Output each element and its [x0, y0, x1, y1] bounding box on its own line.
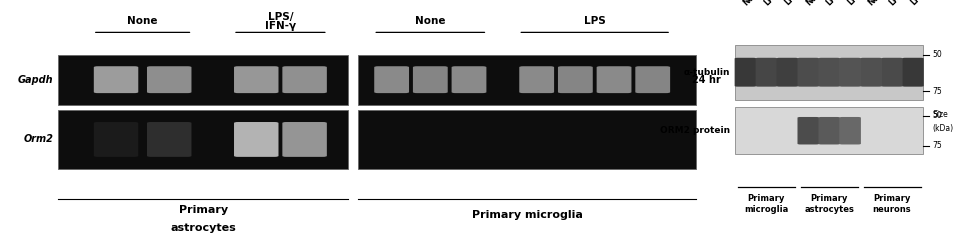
Text: Primary
neurons: Primary neurons [873, 194, 911, 214]
Text: None: None [741, 0, 763, 7]
Text: astrocytes: astrocytes [170, 223, 236, 233]
FancyBboxPatch shape [452, 66, 486, 93]
FancyBboxPatch shape [777, 58, 798, 87]
Text: 50: 50 [932, 50, 942, 59]
Bar [58, 55, 348, 105]
Bar [735, 107, 923, 154]
Text: 50: 50 [932, 111, 942, 120]
FancyBboxPatch shape [558, 66, 593, 93]
Text: LPS+IFN-γ: LPS+IFN-γ [846, 0, 884, 7]
Text: IFN-γ: IFN-γ [265, 21, 296, 31]
Text: Orm2: Orm2 [23, 134, 53, 144]
FancyBboxPatch shape [94, 122, 138, 157]
Text: None: None [804, 0, 826, 7]
Text: LPS: LPS [888, 0, 905, 7]
Bar [735, 45, 923, 100]
Text: 75: 75 [932, 87, 942, 96]
Bar [58, 110, 348, 169]
Text: Primary: Primary [179, 205, 227, 215]
FancyBboxPatch shape [818, 58, 840, 87]
FancyBboxPatch shape [798, 117, 819, 144]
FancyBboxPatch shape [798, 58, 819, 87]
Text: LPS/: LPS/ [268, 12, 293, 22]
Text: None: None [128, 16, 158, 26]
Text: 75: 75 [932, 141, 942, 150]
FancyBboxPatch shape [839, 58, 861, 87]
FancyBboxPatch shape [147, 122, 191, 157]
FancyBboxPatch shape [861, 58, 882, 87]
FancyBboxPatch shape [635, 66, 670, 93]
FancyBboxPatch shape [282, 66, 327, 93]
FancyBboxPatch shape [374, 66, 409, 93]
Text: LPS: LPS [825, 0, 842, 7]
Text: 24 hr: 24 hr [691, 75, 720, 85]
Text: LPS+IFN-γ: LPS+IFN-γ [783, 0, 821, 7]
FancyBboxPatch shape [519, 66, 554, 93]
FancyBboxPatch shape [234, 66, 278, 93]
FancyBboxPatch shape [818, 117, 840, 144]
Text: LPS+IFN-γ: LPS+IFN-γ [909, 0, 947, 7]
FancyBboxPatch shape [234, 122, 278, 157]
Bar [358, 55, 696, 105]
FancyBboxPatch shape [413, 66, 448, 93]
Text: LPS: LPS [584, 16, 605, 26]
FancyBboxPatch shape [147, 66, 191, 93]
FancyBboxPatch shape [902, 58, 923, 87]
Text: None: None [866, 0, 889, 7]
FancyBboxPatch shape [755, 58, 777, 87]
Text: (kDa): (kDa) [932, 124, 953, 133]
Text: Size: Size [932, 110, 948, 119]
Text: Primary
microglia: Primary microglia [745, 194, 788, 214]
Bar [358, 110, 696, 169]
Text: Gapdh: Gapdh [17, 75, 53, 85]
FancyBboxPatch shape [735, 58, 756, 87]
Text: ORM2 protein: ORM2 protein [659, 126, 730, 135]
Text: Primary
astrocytes: Primary astrocytes [805, 194, 854, 214]
Text: None: None [415, 16, 446, 26]
FancyBboxPatch shape [881, 58, 903, 87]
FancyBboxPatch shape [282, 122, 327, 157]
Text: Primary microglia: Primary microglia [472, 210, 582, 220]
Text: LPS: LPS [762, 0, 779, 7]
FancyBboxPatch shape [597, 66, 631, 93]
FancyBboxPatch shape [94, 66, 138, 93]
Text: α-tubulin: α-tubulin [684, 68, 730, 77]
FancyBboxPatch shape [839, 117, 861, 144]
